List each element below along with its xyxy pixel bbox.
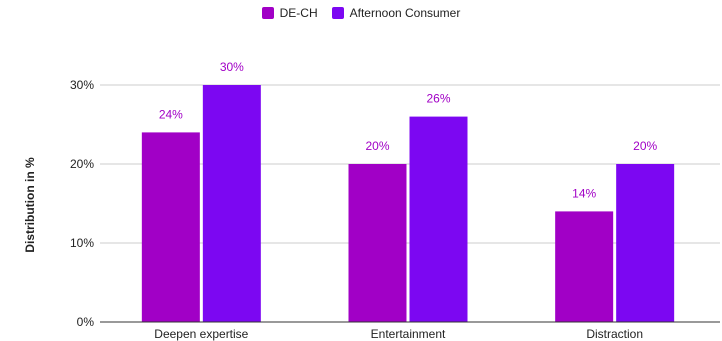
data-label: 20% xyxy=(365,139,389,153)
y-tick-label: 0% xyxy=(77,315,95,329)
legend-label-de-ch: DE-CH xyxy=(279,6,318,20)
y-tick-label: 30% xyxy=(70,78,94,92)
data-label: 20% xyxy=(633,139,657,153)
x-tick-label: Entertainment xyxy=(371,327,446,341)
legend-label-afternoon-consumer: Afternoon Consumer xyxy=(349,6,461,20)
x-tick-label: Deepen expertise xyxy=(154,327,248,341)
bar xyxy=(616,164,675,322)
legend-swatch-afternoon-consumer xyxy=(331,7,344,19)
data-label: 30% xyxy=(220,60,244,74)
y-tick-label: 10% xyxy=(70,236,94,250)
y-tick-label: 20% xyxy=(70,157,94,171)
data-label: 24% xyxy=(159,107,183,121)
bar xyxy=(409,116,468,322)
legend-swatch-de-ch xyxy=(261,7,274,19)
data-label: 14% xyxy=(572,186,596,200)
data-label: 26% xyxy=(426,92,450,106)
chart-legend: DE-CH Afternoon Consumer xyxy=(0,6,722,20)
bar xyxy=(348,164,407,322)
legend-item-afternoon-consumer: Afternoon Consumer xyxy=(331,6,461,20)
bar xyxy=(141,132,200,322)
legend-item-de-ch: DE-CH xyxy=(261,6,318,20)
x-tick-label: Distraction xyxy=(586,327,643,341)
bar xyxy=(202,85,261,322)
bar xyxy=(555,211,614,322)
